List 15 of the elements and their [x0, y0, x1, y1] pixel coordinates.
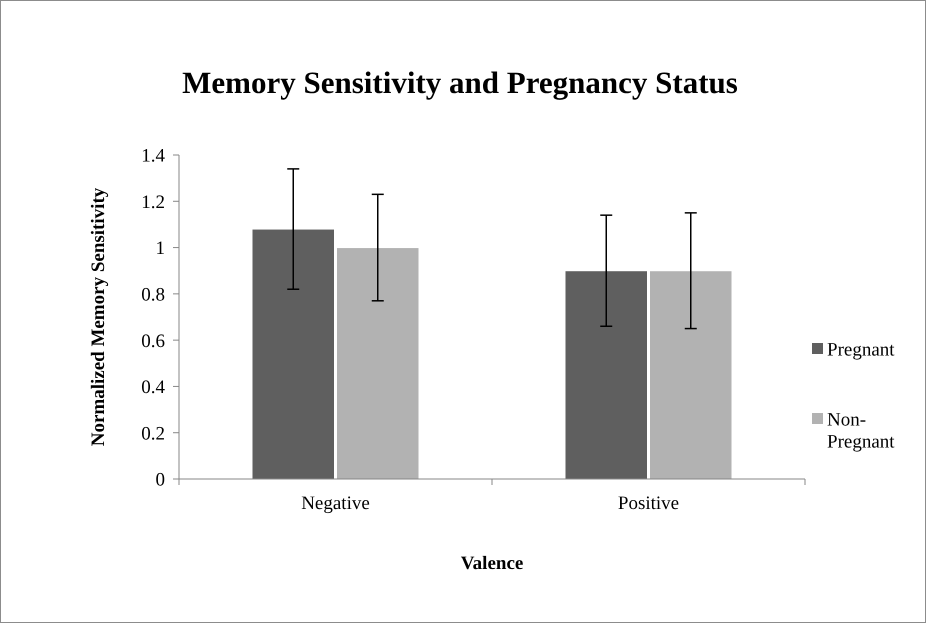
x-tick-label: Positive: [618, 493, 680, 514]
y-tick-label: 0.4: [141, 377, 166, 398]
y-tick-label: 1.2: [141, 192, 165, 213]
y-tick-label: 0.8: [141, 284, 165, 306]
y-axis-title: Normalized Memory Sensitivity: [88, 187, 109, 446]
y-tick-label: 1: [156, 238, 165, 260]
legend-label: Non-Pregnant: [827, 410, 896, 452]
y-tick-label: 1.4: [141, 146, 166, 167]
y-tick-label: 0: [156, 470, 165, 491]
x-axis-title: Valence: [460, 553, 524, 574]
y-tick-label: 0.2: [141, 423, 165, 444]
x-tick-label: Negative: [301, 493, 370, 514]
y-tick-label: 0.6: [141, 330, 165, 352]
legend-label: Pregnant: [827, 340, 896, 361]
chart-title: Memory Sensitivity and Pregnancy Status: [182, 65, 738, 100]
